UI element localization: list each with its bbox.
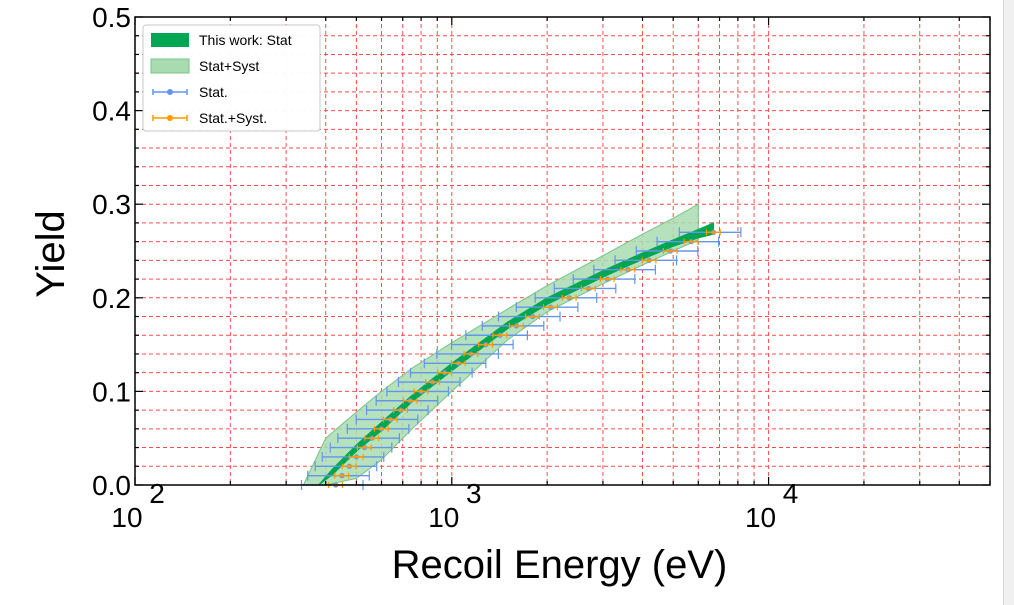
data-point (443, 371, 447, 375)
x-tick-label-exponent: 4 (783, 478, 799, 509)
y-tick-label: 0.3 (92, 189, 131, 220)
data-point (586, 286, 591, 291)
data-point (514, 324, 519, 328)
data-point (484, 343, 488, 347)
x-tick-label: 10 (745, 502, 776, 533)
y-tick-label: 0.5 (92, 2, 131, 33)
legend-box (142, 24, 321, 132)
legend-swatch (150, 58, 190, 74)
legend-item: Stat+Syst (150, 58, 259, 74)
data-point (668, 249, 673, 253)
data-point (399, 408, 403, 412)
y-tick-label: 0.2 (92, 283, 131, 314)
x-tick-label-exponent: 3 (466, 478, 482, 509)
data-point (379, 427, 384, 431)
y-tick-label: 0.1 (92, 376, 131, 407)
x-tick-label: 10 (428, 502, 459, 533)
legend-label: Stat.+Syst. (199, 110, 267, 126)
legend-label: This work: Stat (199, 32, 292, 48)
stat-syst-errorbar-series (328, 229, 721, 488)
data-point (347, 464, 351, 468)
data-point (419, 389, 423, 393)
plot-series (135, 203, 742, 490)
data-point (354, 455, 359, 459)
data-point (689, 240, 693, 244)
y-tick-label: 0.4 (92, 96, 131, 127)
x-axis-title: Recoil Energy (eV) (392, 543, 728, 587)
x-tick-label: 10 (111, 502, 142, 533)
x-tick-label-exponent: 2 (149, 478, 165, 509)
legend-item: Stat.+Syst. (152, 110, 267, 126)
data-point (711, 230, 716, 234)
legend-label: Stat. (199, 84, 228, 100)
data-point (605, 277, 610, 281)
legend-label: Stat+Syst (199, 58, 259, 74)
legend-swatch (151, 33, 189, 47)
data-point (469, 352, 473, 356)
data-point (498, 333, 502, 337)
y-axis-title: Yield (29, 210, 73, 297)
data-point (567, 296, 571, 300)
legend-swatch-marker (167, 115, 173, 121)
data-point (431, 380, 435, 384)
data-point (548, 305, 553, 309)
data-point (362, 445, 367, 450)
legend-item: This work: Stat (151, 32, 292, 48)
legend-item: Stat. (152, 84, 228, 100)
data-point (456, 361, 461, 365)
data-point (340, 474, 344, 478)
legend-swatch-marker (167, 89, 173, 95)
plot-frame (134, 16, 991, 486)
legend: This work: Stat Stat+Syst Stat. Stat.+Syst. (142, 24, 321, 132)
data-point (370, 436, 374, 440)
vertical-scrollbar[interactable] (1003, 0, 1014, 605)
data-point (408, 399, 412, 403)
data-point (531, 314, 535, 319)
data-point (626, 268, 630, 272)
data-point (647, 258, 651, 262)
y-tick-label: 0.0 (92, 470, 131, 501)
data-point (388, 417, 392, 422)
